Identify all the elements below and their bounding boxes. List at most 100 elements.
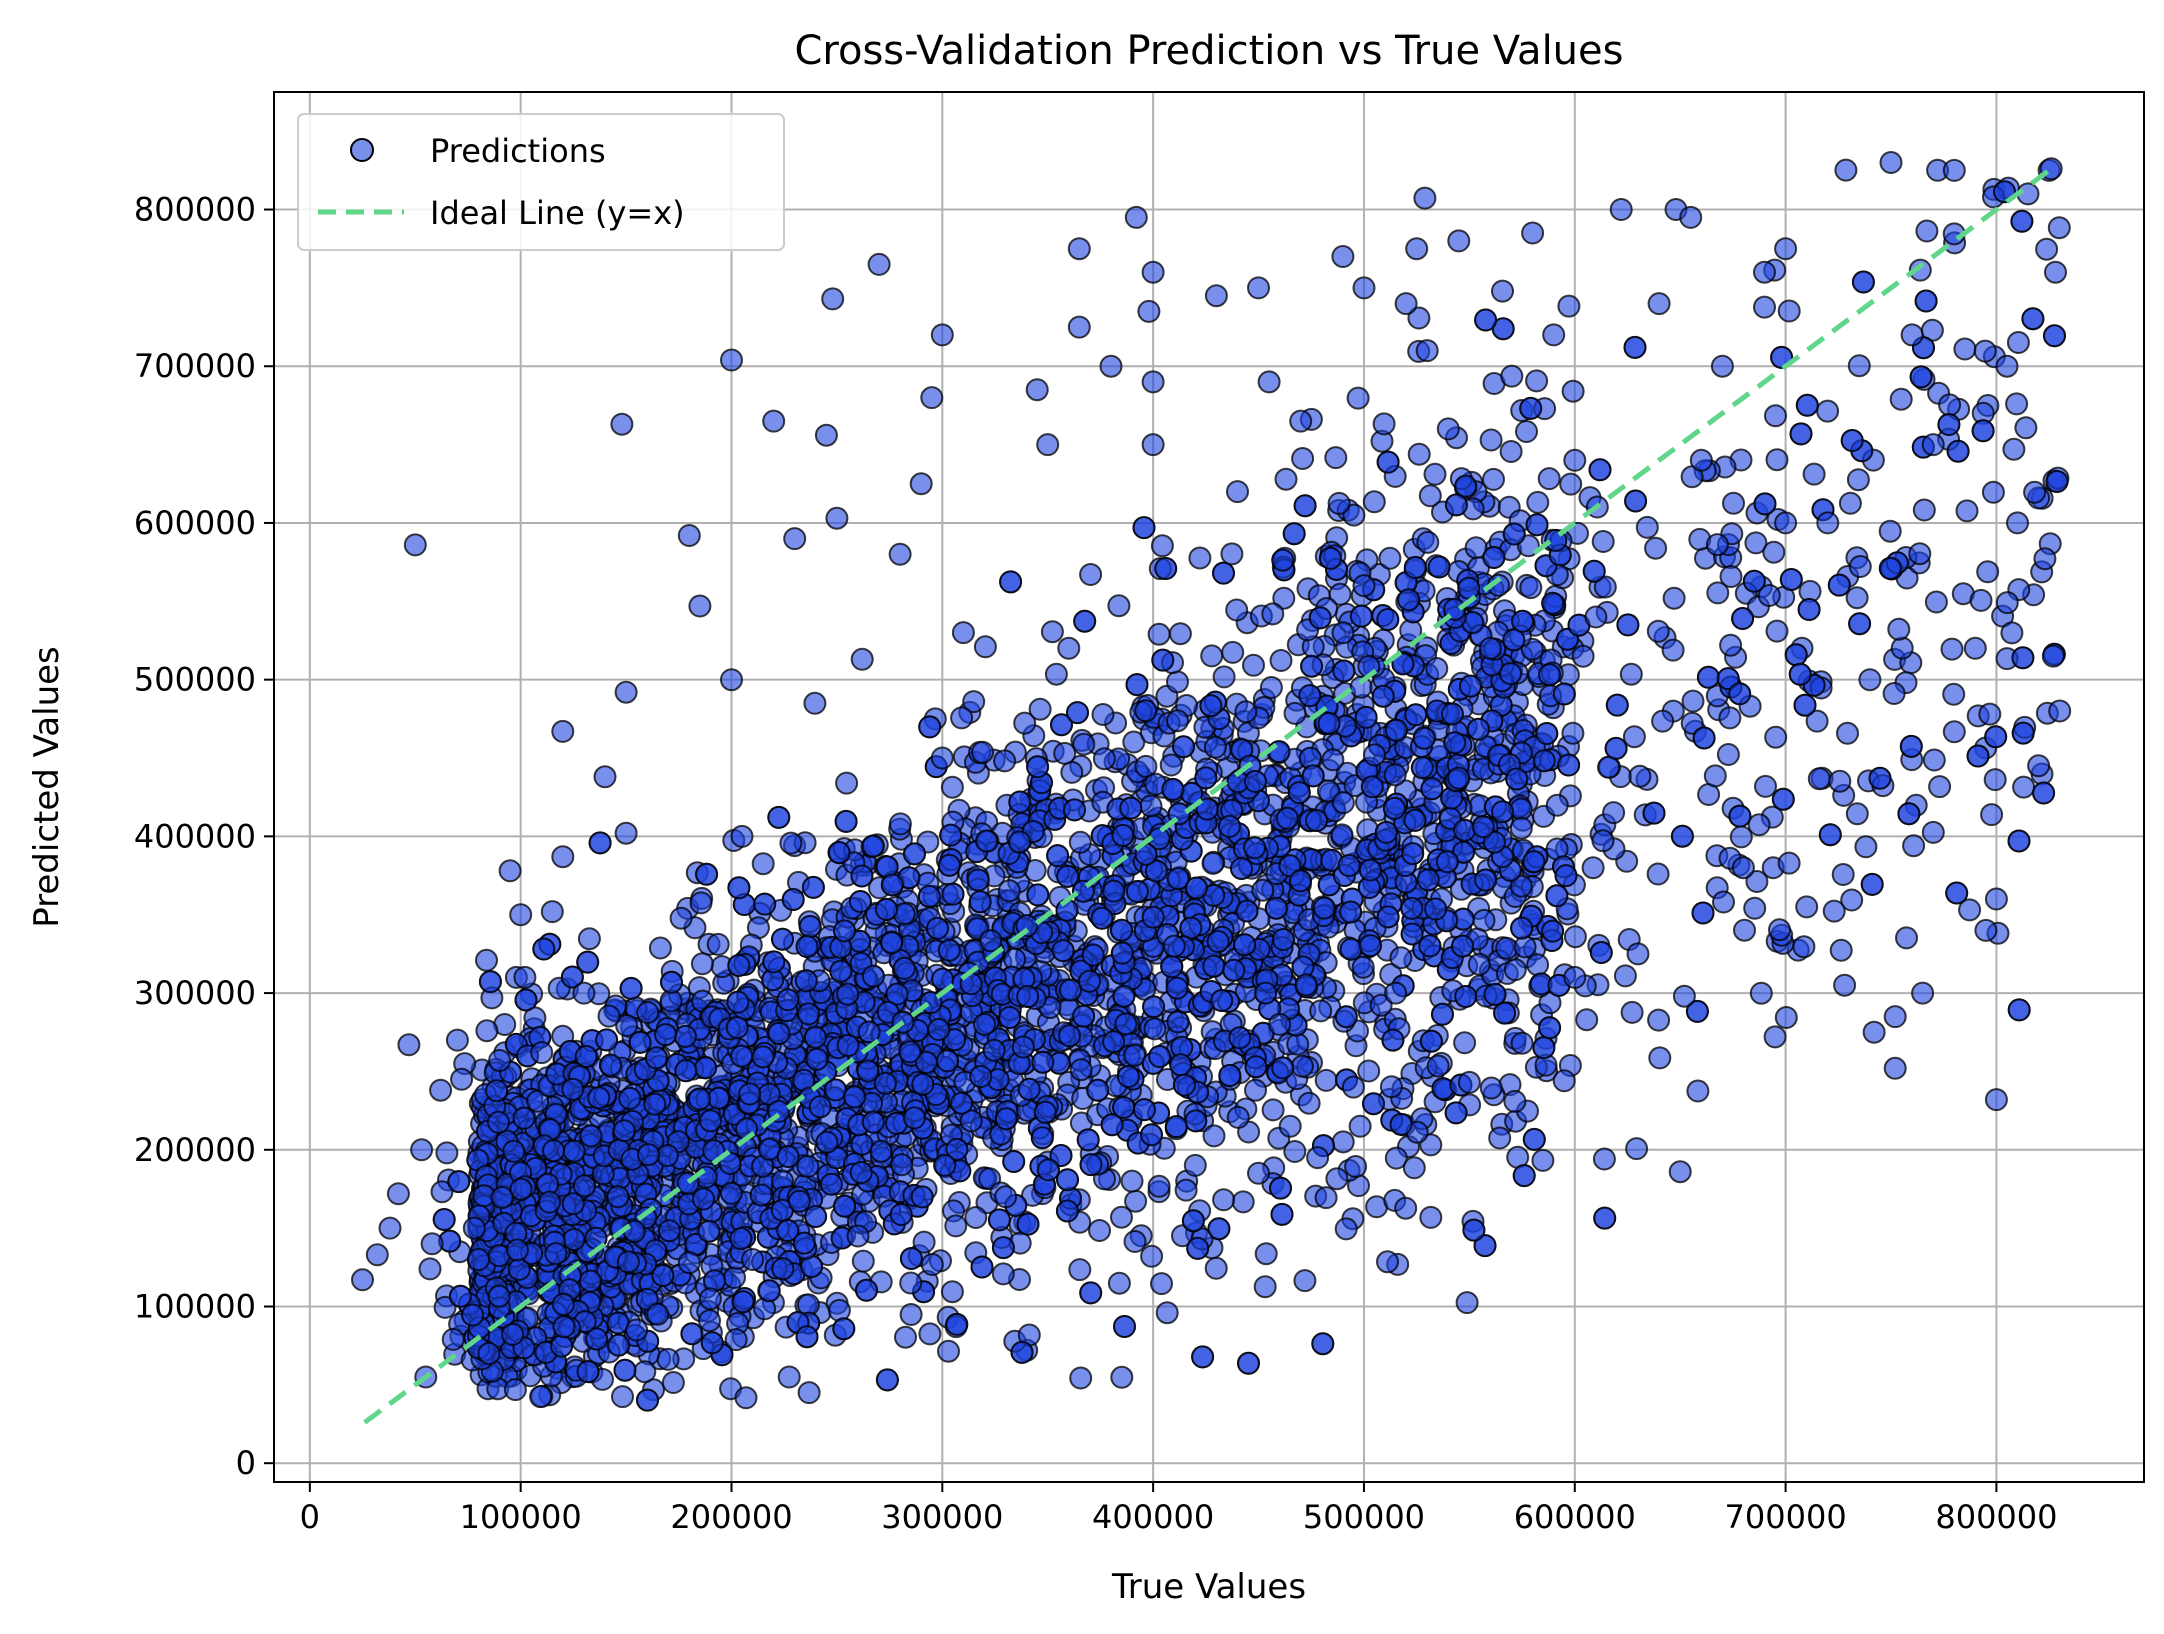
scatter-point [1079,1153,1103,1177]
scatter-point [1220,542,1244,566]
scatter-point [1011,1035,1035,1059]
scatter-point [1899,734,1923,758]
scatter-point [1289,869,1312,893]
scatter-point [1051,939,1075,963]
scatter-point [1938,393,1962,417]
scatter-point [1140,1244,1164,1268]
scatter-point [1557,753,1581,777]
scatter-point [1332,659,1356,683]
scatter-point [979,929,1003,953]
scatter-point [588,831,612,855]
scatter-point [1845,802,1869,826]
scatter-point [1742,569,1766,593]
scatter-point [1207,1217,1231,1241]
scatter-point [1431,1002,1454,1026]
scatter-point [1774,1006,1798,1029]
scatter-point [1147,622,1171,646]
scatter-point [1244,1078,1267,1102]
scatter-point [1168,622,1192,646]
scatter-point [999,570,1023,594]
scatter-point [1620,1000,1644,1024]
scatter-point [1924,590,1948,614]
scatter-point [1805,709,1829,733]
scatter-point [2005,392,2029,416]
scatter-point [1290,1054,1314,1078]
scatter-point [944,1214,968,1238]
scatter-point [1201,851,1225,875]
scatter-point [1309,999,1333,1023]
scatter-point [1112,984,1136,1008]
scatter-point [1532,749,1556,773]
scatter-point [1254,1242,1278,1266]
scatter-point [2021,307,2045,331]
scatter-point [1076,1128,1100,1152]
scatter-point [1696,665,1720,689]
scatter-point [1467,952,1491,976]
scatter-point [1537,467,1561,491]
scatter-point [1107,594,1131,618]
scatter-point [1581,856,1605,880]
scatter-point [1703,764,1727,788]
scatter-point [1017,1077,1041,1101]
scatter-point [950,706,974,730]
scatter-point [1822,899,1846,923]
scatter-point [660,970,683,994]
scatter-point [1066,701,1089,725]
scatter-point [918,715,942,739]
scatter-point [656,1347,680,1371]
scatter-point [1267,740,1291,764]
scatter-point [579,1269,602,1293]
scatter-point [1797,598,1821,621]
scatter-point [529,1385,553,1409]
scatter-point [1716,743,1740,766]
scatter-point [1420,777,1444,801]
scatter-point [1407,442,1431,466]
scatter-point [1647,1008,1671,1032]
scatter-point [1389,946,1413,970]
scatter-point [1749,981,1773,1005]
scatter-point [1729,825,1753,849]
scatter-point [1829,938,1853,962]
scatter-point [1186,1236,1210,1260]
scatter-point [1349,675,1373,699]
scatter-point [1771,787,1795,811]
scatter-point [636,1001,660,1024]
scatter-point [1890,636,1914,660]
scatter-point [903,842,926,866]
scatter-point [797,1002,820,1026]
scatter-point [1139,794,1163,818]
scatter-point [2014,416,2038,440]
scatter-point [767,805,791,829]
scatter-point [1379,1075,1403,1099]
scatter-point [661,1371,685,1394]
scatter-point [1166,1010,1190,1034]
scatter-point [1922,748,1946,772]
scatter-point [1134,754,1158,778]
scatter-point [1754,774,1777,798]
scatter-point [1218,1064,1242,1087]
scatter-point [962,690,986,714]
scatter-point [894,1325,917,1349]
scatter-point [991,1236,1015,1260]
scatter-point [1455,1291,1479,1315]
scatter-point [1053,741,1077,765]
scatter-point [808,1095,832,1119]
scatter-point [2007,998,2031,1022]
scatter-point [1622,725,1646,749]
scatter-point [1499,440,1523,463]
scatter-point [1942,720,1966,744]
scatter-point [1681,689,1705,713]
scatter-point [1063,798,1086,822]
scatter-point [1728,804,1752,828]
scatter-point [1515,420,1538,443]
scatter-point [997,879,1021,903]
scatter-point [1308,606,1332,630]
scatter-point [726,990,750,1014]
scatter-point [902,1106,926,1130]
scatter-point [880,873,904,897]
scatter-point [1314,1068,1338,1092]
scatter-point [1342,503,1366,527]
scatter-point [1384,1146,1408,1170]
scatter-point [613,1358,637,1382]
scatter-point [654,1023,678,1047]
